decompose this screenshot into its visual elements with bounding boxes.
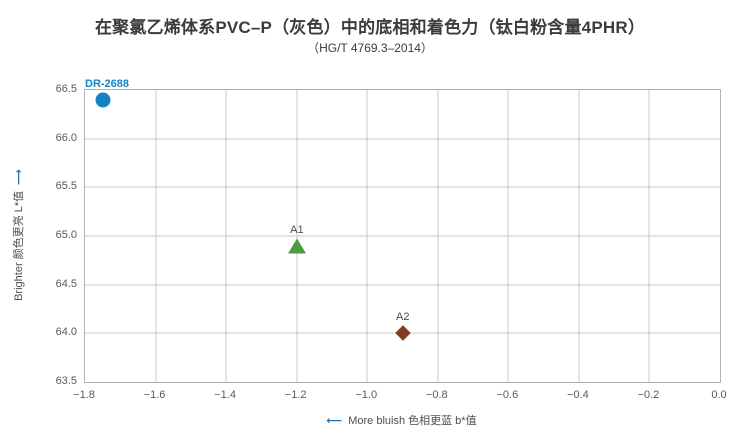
y-tick-label: 66.5 <box>55 83 77 95</box>
plot-area: DR-2688 A1 A2 <box>84 78 721 383</box>
x-tick-row: −1.8 −1.6 −1.4 −1.2 −1.0 −0.8 −0.6 −0.4 −0.2 0.0 <box>73 389 727 405</box>
x-tick-label: −1.0 <box>355 389 378 401</box>
y-axis-label: Brighter 颜色更亮 L*值 ⟶ <box>10 169 26 301</box>
chart-subtitle: （HG/T 4769.3–2014） <box>307 41 433 55</box>
left-arrow-icon: ⟵ <box>326 415 343 427</box>
x-tick-label: 0.0 <box>711 389 727 401</box>
x-tick-label: −1.8 <box>73 389 95 401</box>
chart-title: 在聚氯乙烯体系PVC–P（灰色）中的底相和着色力（钛白粉含量4PHR） <box>94 18 646 37</box>
x-tick-label: −1.4 <box>214 389 236 401</box>
gridline-horizontal <box>85 284 720 286</box>
x-tick-label: −1.6 <box>143 389 166 401</box>
y-tick-label: 64.5 <box>55 277 77 290</box>
y-axis-label-text: Brighter 颜色更亮 L*值 <box>13 190 25 301</box>
x-axis-label: ⟵ More bluish 色相更蓝 b*值 <box>84 412 719 428</box>
gridline-horizontal <box>85 186 720 188</box>
data-point-label-dr-2688: DR-2688 <box>85 77 130 90</box>
data-point-a2 <box>394 325 411 342</box>
y-tick-label: 66.0 <box>55 131 77 144</box>
y-tick-label: 63.5 <box>55 375 77 387</box>
data-point-label-a2: A2 <box>396 311 410 324</box>
y-tick-column: 66.5 66.0 65.5 65.0 64.5 64.0 63.5 <box>30 83 77 387</box>
x-tick-label: −0.6 <box>496 389 519 401</box>
data-point-a1 <box>287 238 306 254</box>
data-point-label-a1: A1 <box>290 223 304 236</box>
x-tick-label: −0.8 <box>425 389 448 401</box>
y-tick-label: 65.5 <box>55 180 77 193</box>
data-point-dr-2688 <box>95 92 111 108</box>
gridline-horizontal <box>85 138 720 140</box>
y-tick-label: 64.0 <box>55 326 77 339</box>
gridline-horizontal <box>85 235 720 237</box>
x-tick-label: −1.2 <box>284 389 307 401</box>
x-tick-label: −0.2 <box>637 389 660 401</box>
x-tick-label: −0.4 <box>567 389 589 401</box>
x-axis-label-text: More bluish 色相更蓝 b*值 <box>348 415 477 427</box>
up-arrow-icon: ⟶ <box>13 169 25 185</box>
y-tick-label: 65.0 <box>55 229 77 241</box>
